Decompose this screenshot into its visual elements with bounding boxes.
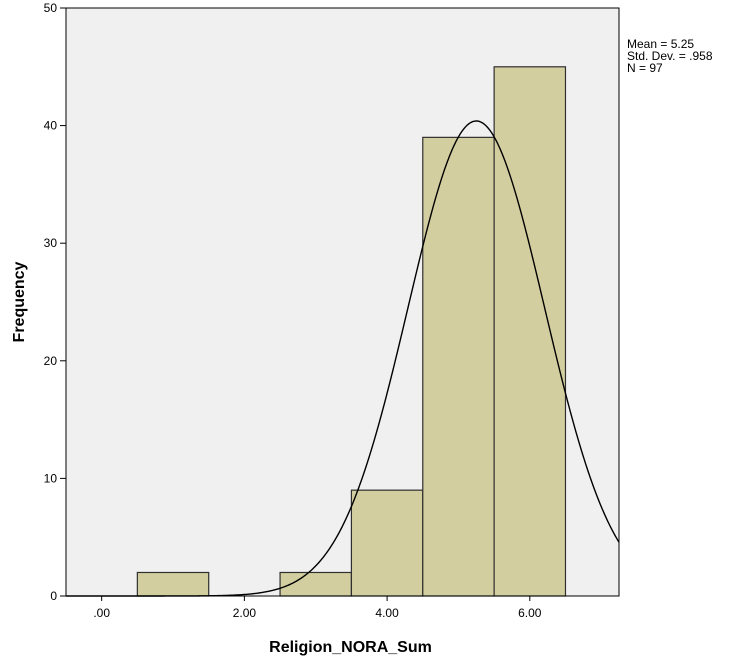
stats-line: N = 97 — [627, 61, 663, 75]
histogram-bar — [350, 489, 424, 597]
y-tick-label: 30 — [44, 236, 58, 250]
histogram-bar — [136, 571, 210, 597]
y-tick-label: 50 — [44, 1, 58, 15]
stats-line: Std. Dev. = .958 — [627, 49, 713, 63]
y-axis-title: Frequency — [11, 261, 28, 342]
y-tick-label: 20 — [44, 354, 58, 368]
x-tick-label: .00 — [93, 606, 110, 620]
x-tick-label: 4.00 — [375, 606, 399, 620]
y-tick-label: 40 — [44, 119, 58, 133]
x-tick-label: 6.00 — [518, 606, 542, 620]
x-axis: .00 2.00 4.00 6.00 — [93, 596, 542, 620]
y-axis: 0 10 20 30 40 50 — [44, 1, 66, 603]
y-tick-label: 0 — [50, 589, 57, 603]
stats-line: Mean = 5.25 — [627, 37, 694, 51]
histogram-bar — [493, 66, 567, 597]
bars-layer — [136, 66, 567, 597]
x-tick-label: 2.00 — [233, 606, 257, 620]
plot-frame — [65, 7, 620, 597]
y-tick-label: 10 — [44, 471, 58, 485]
x-axis-title: Religion_NORA_Sum — [269, 639, 432, 656]
